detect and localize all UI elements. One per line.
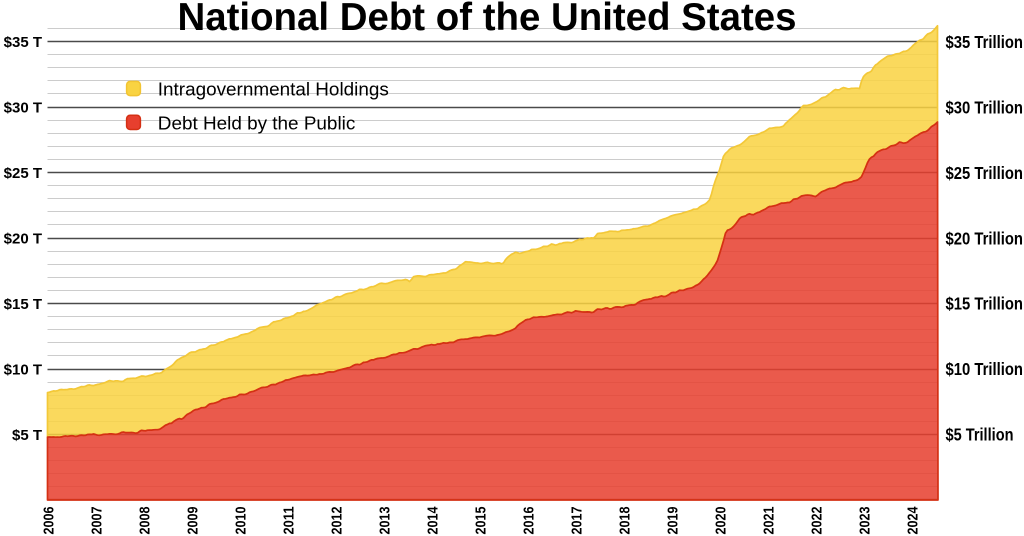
svg-text:2015: 2015: [473, 507, 489, 535]
svg-text:2011: 2011: [281, 507, 297, 535]
svg-text:2024: 2024: [905, 507, 921, 535]
svg-text:2009: 2009: [185, 507, 201, 535]
svg-text:$15 T: $15 T: [4, 296, 42, 313]
svg-text:$30 Trillion: $30 Trillion: [946, 97, 1024, 117]
svg-text:$35 Trillion: $35 Trillion: [946, 32, 1024, 52]
svg-text:$35 T: $35 T: [4, 34, 42, 51]
svg-text:2022: 2022: [809, 507, 825, 535]
svg-text:2018: 2018: [617, 507, 633, 535]
svg-text:$15 Trillion: $15 Trillion: [946, 294, 1024, 314]
svg-text:2012: 2012: [329, 507, 345, 535]
svg-text:$10 T: $10 T: [4, 361, 42, 378]
svg-text:National Debt of the United St: National Debt of the United States: [178, 0, 797, 39]
svg-text:$25 Trillion: $25 Trillion: [946, 163, 1024, 183]
svg-text:$5 T: $5 T: [12, 427, 42, 444]
svg-text:2020: 2020: [713, 507, 729, 535]
svg-text:2016: 2016: [521, 507, 537, 535]
svg-text:$25 T: $25 T: [4, 165, 42, 182]
svg-text:2006: 2006: [41, 507, 57, 535]
svg-text:2014: 2014: [425, 507, 441, 535]
svg-text:Debt Held by the Public: Debt Held by the Public: [158, 112, 355, 133]
svg-text:2021: 2021: [761, 507, 777, 535]
svg-text:$5 Trillion: $5 Trillion: [946, 425, 1014, 445]
svg-text:2019: 2019: [665, 507, 681, 535]
svg-text:2008: 2008: [137, 507, 153, 535]
svg-text:2007: 2007: [89, 507, 105, 535]
svg-text:Intragovernmental Holdings: Intragovernmental Holdings: [158, 79, 389, 100]
svg-text:$20 T: $20 T: [4, 230, 42, 247]
svg-text:$20 Trillion: $20 Trillion: [946, 228, 1024, 248]
svg-text:2023: 2023: [857, 507, 873, 535]
svg-text:$30 T: $30 T: [4, 99, 42, 116]
svg-text:2010: 2010: [233, 507, 249, 535]
svg-text:$10 Trillion: $10 Trillion: [946, 359, 1024, 379]
svg-text:2013: 2013: [377, 507, 393, 535]
svg-text:2017: 2017: [569, 507, 585, 535]
